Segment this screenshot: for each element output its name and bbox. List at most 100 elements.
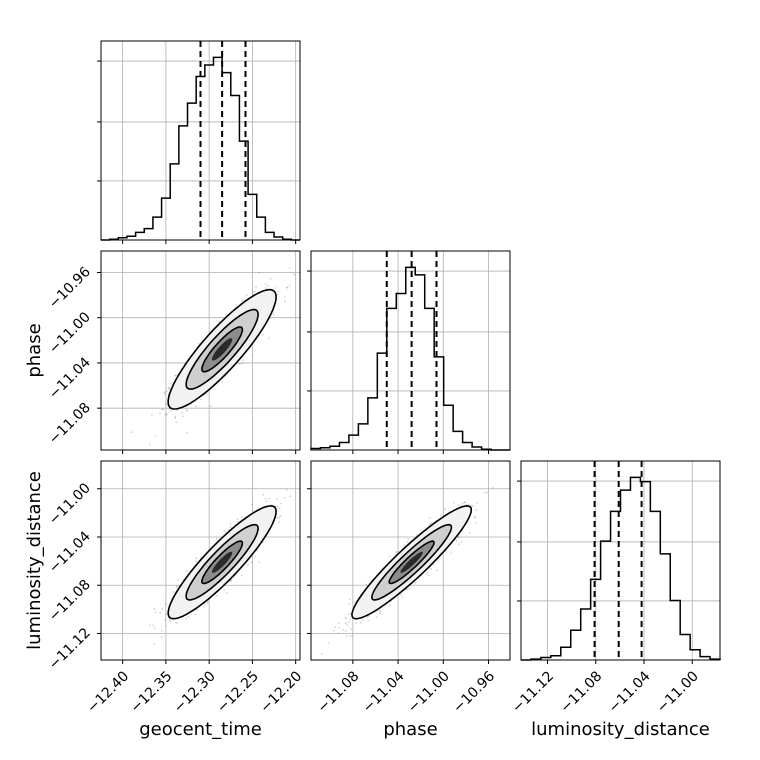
scatter-phase-vs-geocent_time-point — [283, 296, 286, 299]
scatter-phase-vs-geocent_time-point — [255, 286, 257, 288]
scatter-luminosity_distance-vs-geocent_time-point — [202, 606, 205, 608]
scatter-luminosity_distance-vs-geocent_time-point — [229, 580, 232, 583]
scatter-luminosity_distance-vs-phase-point — [349, 617, 352, 620]
hist-geocent_time-border — [100, 40, 301, 241]
scatter-luminosity_distance-vs-geocent_time-point — [265, 500, 268, 503]
scatter-luminosity_distance-vs-geocent_time-point — [168, 619, 171, 621]
scatter-phase-vs-geocent_time-point — [154, 435, 157, 437]
scatter-luminosity_distance-vs-geocent_time-panel — [97, 460, 301, 664]
scatter-luminosity_distance-vs-geocent_time-point — [195, 560, 198, 562]
scatter-phase-vs-geocent_time-point — [186, 410, 188, 412]
scatter-luminosity_distance-vs-geocent_time-point — [275, 505, 277, 508]
scatter-luminosity_distance-vs-phase-point — [470, 504, 473, 507]
scatter-phase-vs-geocent_time-panel — [97, 250, 301, 454]
scatter-phase-vs-geocent_time-point — [167, 387, 170, 390]
scatter-luminosity_distance-vs-phase-point — [464, 501, 466, 504]
hist-phase-panel — [307, 250, 511, 454]
scatter-luminosity_distance-vs-phase-point — [348, 598, 351, 601]
scatter-phase-vs-geocent_time-point — [186, 431, 189, 434]
scatter-phase-vs-geocent_time-point — [130, 431, 133, 434]
scatter-luminosity_distance-vs-geocent_time-point — [236, 518, 239, 520]
scatter-phase-vs-geocent_time-point — [242, 359, 244, 361]
scatter-phase-vs-geocent_time-point — [239, 362, 241, 365]
scatter-luminosity_distance-vs-phase-point — [473, 515, 476, 518]
scatter-luminosity_distance-vs-phase-point — [344, 630, 347, 632]
scatter-luminosity_distance-vs-phase-point — [492, 486, 494, 489]
scatter-phase-vs-geocent_time-point — [159, 412, 161, 415]
scatter-phase-vs-geocent_time-point — [169, 382, 172, 385]
scatter-luminosity_distance-vs-geocent_time-point — [276, 506, 279, 509]
scatter-luminosity_distance-vs-geocent_time-point — [254, 555, 256, 558]
scatter-phase-vs-geocent_time-points — [130, 266, 296, 446]
scatter-luminosity_distance-vs-geocent_time-point — [175, 585, 178, 587]
scatter-luminosity_distance-vs-geocent_time-point — [153, 627, 156, 630]
scatter-phase-vs-geocent_time-point — [241, 300, 244, 303]
scatter-luminosity_distance-vs-geocent_time-point — [251, 510, 254, 512]
scatter-luminosity_distance-vs-phase-point — [426, 571, 429, 574]
scatter-phase-vs-geocent_time-point — [161, 408, 163, 411]
scatter-luminosity_distance-vs-phase-point — [440, 514, 442, 516]
scatter-luminosity_distance-vs-phase-point — [377, 609, 380, 612]
scatter-luminosity_distance-vs-phase-point — [389, 604, 391, 607]
scatter-luminosity_distance-vs-geocent_time-point — [172, 591, 175, 593]
scatter-luminosity_distance-vs-phase-point — [366, 616, 369, 618]
scatter-luminosity_distance-vs-phase-point — [368, 615, 370, 617]
scatter-luminosity_distance-vs-phase-point — [407, 537, 410, 540]
scatter-phase-vs-geocent_time-point — [288, 284, 291, 287]
scatter-luminosity_distance-vs-geocent_time-point — [247, 563, 249, 566]
xtick-label-geocent_time-3: −12.25 — [214, 668, 262, 716]
scatter-phase-vs-geocent_time-point — [163, 391, 166, 394]
scatter-luminosity_distance-vs-geocent_time-point — [195, 608, 198, 611]
scatter-phase-vs-geocent_time-point — [252, 291, 254, 293]
scatter-luminosity_distance-vs-geocent_time-point — [149, 624, 151, 627]
scatter-luminosity_distance-vs-phase-point — [452, 502, 455, 504]
scatter-phase-vs-geocent_time-border — [100, 250, 301, 451]
scatter-luminosity_distance-vs-geocent_time-point — [229, 526, 232, 529]
ylabel-1: phase — [24, 323, 45, 377]
scatter-luminosity_distance-vs-geocent_time-point — [176, 622, 179, 624]
scatter-luminosity_distance-vs-phase-point — [465, 503, 468, 506]
scatter-luminosity_distance-vs-geocent_time-point — [159, 611, 162, 614]
scatter-luminosity_distance-vs-phase-point — [365, 583, 368, 586]
scatter-phase-vs-geocent_time-point — [197, 342, 200, 345]
scatter-phase-vs-geocent_time-point — [274, 287, 276, 289]
scatter-luminosity_distance-vs-phase-point — [354, 622, 357, 624]
scatter-luminosity_distance-vs-phase-point — [472, 505, 474, 508]
scatter-luminosity_distance-vs-phase-point — [320, 653, 323, 655]
scatter-luminosity_distance-vs-phase-point — [486, 491, 489, 494]
scatter-luminosity_distance-vs-phase-point — [348, 620, 350, 623]
scatter-phase-vs-geocent_time-point — [264, 283, 267, 285]
scatter-luminosity_distance-vs-phase-point — [475, 502, 478, 504]
scatter-luminosity_distance-vs-geocent_time-point — [276, 516, 279, 519]
scatter-phase-vs-geocent_time-point — [261, 333, 264, 336]
scatter-luminosity_distance-vs-phase-point — [338, 627, 340, 629]
scatter-luminosity_distance-vs-phase-point — [403, 544, 406, 547]
scatter-luminosity_distance-vs-phase-point — [333, 629, 335, 632]
scatter-luminosity_distance-vs-phase-point — [346, 624, 348, 626]
scatter-luminosity_distance-vs-geocent_time-border — [100, 460, 301, 661]
scatter-luminosity_distance-vs-geocent_time-point — [206, 602, 209, 605]
scatter-luminosity_distance-vs-phase-point — [367, 619, 370, 622]
scatter-phase-vs-geocent_time-point — [182, 415, 184, 418]
ytick-label-phase-3: −10.96 — [46, 264, 94, 312]
xtick-label-phase-1: −11.04 — [360, 668, 408, 716]
scatter-luminosity_distance-vs-geocent_time-point — [154, 611, 157, 614]
scatter-phase-vs-geocent_time-point — [284, 300, 286, 303]
scatter-luminosity_distance-vs-geocent_time-point — [216, 595, 218, 597]
scatter-phase-vs-geocent_time-point — [175, 421, 178, 423]
xtick-label-luminosity_distance-1: −11.08 — [557, 668, 605, 716]
xtick-label-geocent_time-0: −12.40 — [84, 668, 132, 716]
scatter-luminosity_distance-vs-geocent_time-point — [153, 608, 156, 610]
scatter-phase-vs-geocent_time-point — [174, 417, 177, 419]
scatter-luminosity_distance-vs-phase-point — [458, 543, 460, 546]
scatter-luminosity_distance-vs-phase-border — [310, 460, 511, 661]
ytick-label-phase-0: −11.08 — [46, 400, 94, 448]
scatter-luminosity_distance-vs-phase-point — [337, 632, 340, 634]
scatter-phase-vs-geocent_time-point — [234, 304, 237, 306]
scatter-phase-vs-geocent_time-point — [285, 286, 288, 289]
scatter-luminosity_distance-vs-geocent_time-point — [164, 625, 167, 627]
scatter-luminosity_distance-vs-geocent_time-point — [240, 574, 243, 577]
scatter-luminosity_distance-vs-phase-point — [349, 635, 352, 638]
scatter-luminosity_distance-vs-phase-contour-3 — [400, 551, 423, 573]
